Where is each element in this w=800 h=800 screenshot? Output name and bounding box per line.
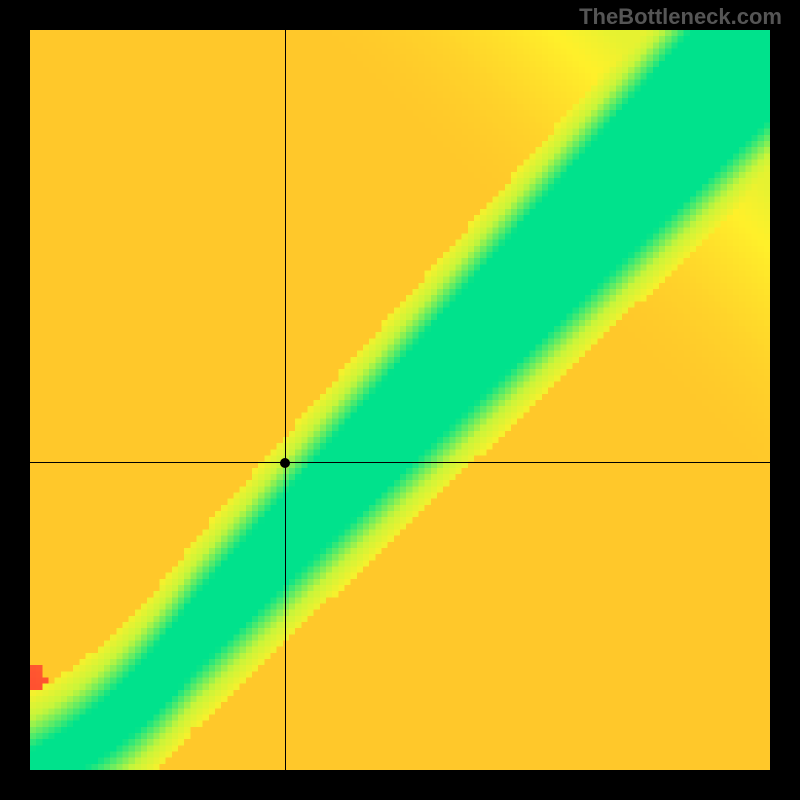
crosshair-vertical [285,30,286,770]
chart-container: TheBottleneck.com [0,0,800,800]
heatmap-canvas [30,30,770,770]
crosshair-horizontal [30,462,770,463]
crosshair-marker-dot [280,458,290,468]
watermark-text: TheBottleneck.com [579,4,782,30]
